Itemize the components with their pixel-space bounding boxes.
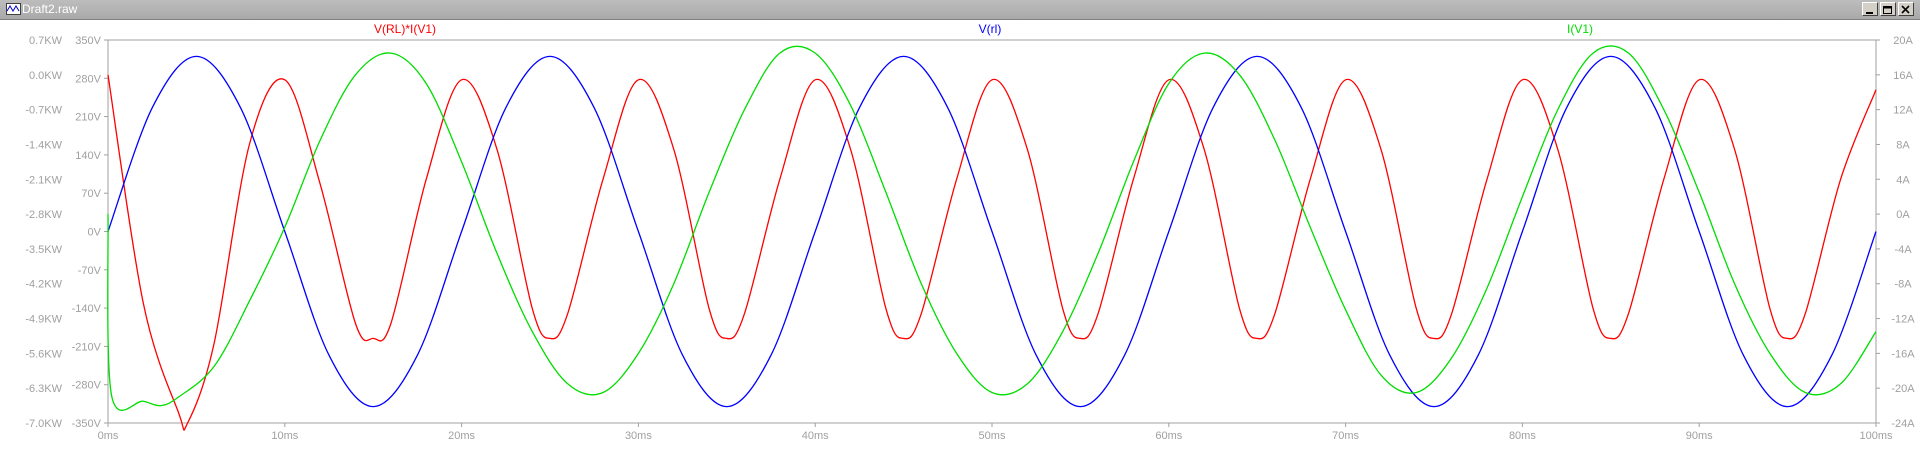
current-tick-label: 4A (1896, 174, 1910, 186)
x-tick-label: 70ms (1332, 430, 1359, 442)
current-tick-label: 8A (1896, 139, 1910, 151)
power-tick-label: -6.3KW (25, 383, 62, 395)
current-tick-label: -20A (1891, 383, 1915, 395)
power-tick-label: -4.9KW (25, 314, 62, 326)
current-tick-label: 16A (1893, 70, 1913, 82)
maximize-icon (1883, 6, 1892, 14)
close-icon (1901, 5, 1910, 14)
x-tick-label: 20ms (448, 430, 475, 442)
minimize-button[interactable] (1862, 2, 1878, 16)
power-tick-label: -3.5KW (25, 244, 62, 256)
legend-i-v1: I(V1) (1567, 22, 1593, 36)
voltage-tick-label: -210V (72, 341, 102, 353)
trace-v-rl-i-v1 (107, 74, 1877, 431)
window-title: Draft2.raw (22, 2, 78, 16)
voltage-tick-label: -280V (72, 380, 102, 392)
power-tick-label: 0.7KW (29, 35, 63, 47)
trace-i-v1 (107, 45, 1877, 411)
waveform-chart[interactable]: V(RL)*I(V1) V(rl) I(V1) 0ms 10ms 20ms 30ms 40m… (0, 20, 1920, 451)
power-tick-label: -2.8KW (25, 209, 62, 221)
voltage-tick-label: 140V (75, 150, 101, 162)
x-tick-label: 40ms (802, 430, 829, 442)
legend-v-rl-i-v1: V(RL)*I(V1) (374, 22, 436, 36)
power-tick-label: 0.0KW (29, 70, 63, 82)
voltage-tick-label: -140V (72, 303, 102, 315)
power-tick-label: -0.7KW (25, 105, 62, 117)
voltage-tick-label: 70V (81, 188, 101, 200)
power-tick-label: -4.2KW (25, 279, 62, 291)
voltage-tick-label: -350V (72, 418, 102, 430)
maximize-button[interactable] (1880, 2, 1896, 16)
current-tick-label: -8A (1894, 279, 1912, 291)
voltage-tick-label: -70V (78, 265, 102, 277)
x-tick-label: 100ms (1859, 430, 1893, 442)
current-tick-label: -16A (1891, 348, 1915, 360)
current-tick-label: 12A (1893, 105, 1913, 117)
x-tick-label: 30ms (625, 430, 652, 442)
voltage-tick-label: 350V (75, 35, 101, 47)
x-tick-label: 90ms (1686, 430, 1713, 442)
legend-v-rl: V(rl) (979, 22, 1002, 36)
voltage-tick-label: 210V (75, 112, 101, 124)
x-tick-label: 50ms (979, 430, 1006, 442)
close-button[interactable] (1898, 2, 1914, 16)
power-tick-label: -2.1KW (25, 174, 62, 186)
voltage-tick-label: 0V (88, 227, 102, 239)
waveform-app-icon (6, 3, 21, 15)
power-tick-label: -5.6KW (25, 348, 62, 360)
current-tick-label: -4A (1894, 244, 1912, 256)
trace-v-rl (107, 55, 1877, 408)
current-tick-label: -12A (1891, 314, 1915, 326)
power-tick-label: -7.0KW (25, 418, 62, 430)
title-bar[interactable]: Draft2.raw (0, 0, 1920, 20)
current-tick-label: 0A (1896, 209, 1910, 221)
power-tick-label: -1.4KW (25, 139, 62, 151)
x-tick-label: 10ms (271, 430, 298, 442)
current-tick-label: -24A (1891, 418, 1915, 430)
current-tick-label: 20A (1893, 35, 1913, 47)
voltage-tick-label: 280V (75, 73, 101, 85)
minimize-icon (1866, 12, 1873, 14)
x-tick-label: 60ms (1155, 430, 1182, 442)
x-tick-label: 0ms (98, 430, 119, 442)
plot-pane[interactable]: V(RL)*I(V1) V(rl) I(V1) 0ms 10ms 20ms 30ms 40m… (0, 20, 1920, 451)
x-tick-label: 80ms (1509, 430, 1536, 442)
